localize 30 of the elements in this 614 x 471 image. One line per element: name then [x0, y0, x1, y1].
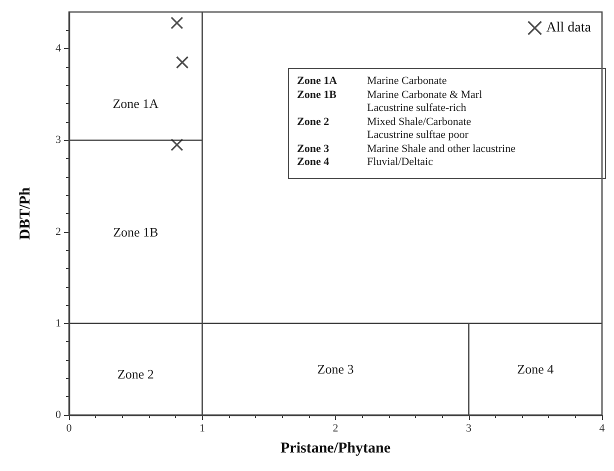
annotation: Zone 1A — [297, 75, 338, 88]
annotation: Mixed Shale/Carbonate — [367, 116, 472, 129]
annotation: Zone 4 — [297, 156, 330, 170]
annotation: Zone 3 — [297, 142, 330, 156]
annotation: Zone 2 — [117, 366, 154, 382]
annotation: Zone 1B — [297, 88, 338, 102]
y-tick-label: 4 — [56, 42, 62, 55]
x-tick-label: 4 — [599, 422, 606, 434]
x-tick-label: 2 — [332, 422, 338, 434]
annotation: Marine Shale and other lacustrine — [367, 142, 516, 156]
y-axis-title: DBT/Ph — [18, 186, 34, 240]
annotation: Marine Carbonate — [367, 75, 448, 88]
y-tick-label: 1 — [56, 317, 61, 330]
annotation: Zone 3 — [317, 362, 354, 377]
annotation: Zone 2 — [297, 116, 330, 129]
y-tick-label: 3 — [56, 134, 62, 146]
annotation: Zone 1B — [113, 224, 159, 240]
annotation: Zone 1A — [112, 96, 160, 112]
annotation: Lacustrine sulftae poor — [367, 129, 470, 142]
x-tick-label: 0 — [66, 422, 72, 434]
x-axis-title: Pristane/Phytane — [280, 440, 391, 456]
annotation: Zone 4 — [517, 362, 554, 377]
annotation: Fluvial/Deltaic — [367, 156, 434, 170]
y-tick-label: 0 — [56, 409, 62, 421]
y-tick-label: 2 — [56, 226, 61, 238]
legend-label: All data — [546, 20, 592, 36]
annotation: Lacustrine sulfate-rich — [367, 102, 468, 116]
x-tick-label: 1 — [200, 422, 205, 434]
x-tick-label: 3 — [466, 422, 472, 434]
annotation: Marine Carbonate & Marl — [367, 88, 484, 102]
